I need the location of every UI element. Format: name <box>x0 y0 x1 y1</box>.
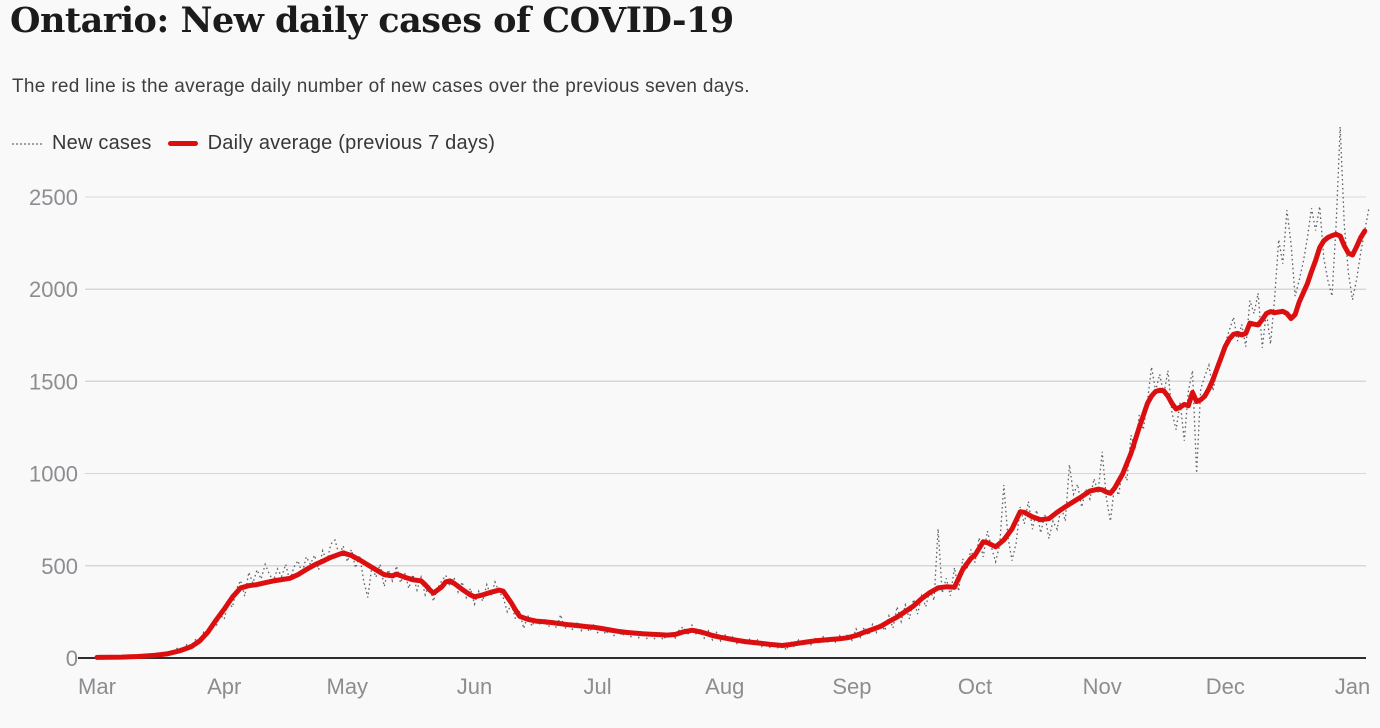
x-tick-label: Sep <box>832 674 871 699</box>
y-tick-label: 1000 <box>29 462 78 487</box>
x-tick-label: Jun <box>457 674 492 699</box>
dotted-line-swatch-icon <box>12 142 42 145</box>
y-tick-label: 500 <box>41 554 78 579</box>
y-tick-label: 1500 <box>29 369 78 394</box>
x-tick-label: May <box>327 674 369 699</box>
x-tick-label: Aug <box>705 674 744 699</box>
x-tick-label: Jul <box>584 674 612 699</box>
y-tick-label: 0 <box>66 646 78 671</box>
x-tick-label: Dec <box>1206 674 1245 699</box>
legend-label-daily-average: Daily average (previous 7 days) <box>207 132 496 154</box>
chart-legend: New cases Daily average (previous 7 days… <box>12 132 495 155</box>
legend-label-new-cases: New cases <box>52 132 152 154</box>
x-tick-label: Mar <box>78 674 116 699</box>
x-tick-label: Jan <box>1335 674 1370 699</box>
legend-item-new-cases: New cases <box>12 132 152 155</box>
x-tick-label: Nov <box>1083 674 1122 699</box>
y-tick-label: 2000 <box>29 277 78 302</box>
y-tick-label: 2500 <box>29 185 78 210</box>
chart-subtitle: The red line is the average daily number… <box>12 76 750 97</box>
x-tick-label: Apr <box>207 674 241 699</box>
red-line-swatch-icon <box>167 141 198 146</box>
page-title: Ontario: New daily cases of COVID-19 <box>10 0 734 41</box>
daily-average-line <box>94 228 1368 660</box>
legend-item-daily-average: Daily average (previous 7 days) <box>167 132 496 155</box>
x-tick-label: Oct <box>958 674 992 699</box>
